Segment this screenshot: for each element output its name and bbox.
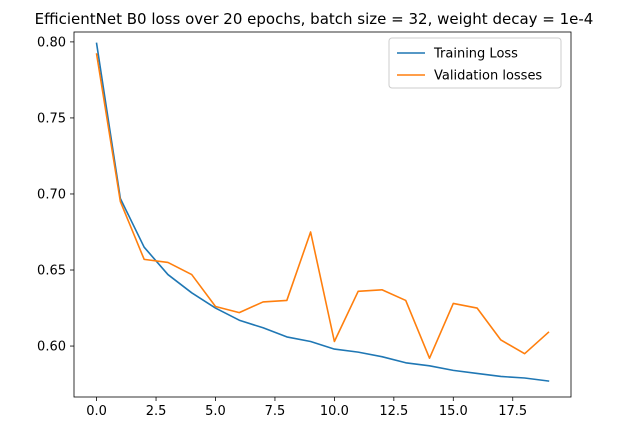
plot-area <box>74 32 571 397</box>
legend-label-2: Validation losses <box>434 69 542 84</box>
y-tick-label: 0.80 <box>37 35 66 50</box>
axes-layer: 0.0 2.5 5.0 7.5 10.0 12.5 15.0 17.5 0.60 0.65 0.70… <box>37 31 572 419</box>
y-tick-label: 0.65 <box>37 264 66 279</box>
plot-background <box>74 32 571 397</box>
legend-box <box>388 37 562 89</box>
x-tick-label: 17.5 <box>498 404 527 419</box>
legend-label-1: Training Loss <box>433 47 518 62</box>
y-tick-label: 0.70 <box>37 187 66 202</box>
x-tick-label: 2.5 <box>146 404 167 419</box>
y-tick-label: 0.60 <box>37 340 66 355</box>
x-tick-label: 12.5 <box>379 404 408 419</box>
legend: Training Loss Validation losses <box>388 37 562 89</box>
y-tick-label: 0.75 <box>37 111 66 126</box>
series-line-1 <box>95 42 550 382</box>
axes-frame <box>73 31 572 398</box>
x-tick-label: 10.0 <box>320 404 349 419</box>
x-tick-label: 0.0 <box>86 404 107 419</box>
series-layer <box>95 42 550 382</box>
chart-title: EfficientNet B0 loss over 20 epochs, bat… <box>35 10 594 28</box>
x-tick-label: 15.0 <box>439 404 468 419</box>
series-line-2 <box>95 53 550 360</box>
x-tick-label: 7.5 <box>265 404 286 419</box>
x-tick-label: 5.0 <box>205 404 226 419</box>
